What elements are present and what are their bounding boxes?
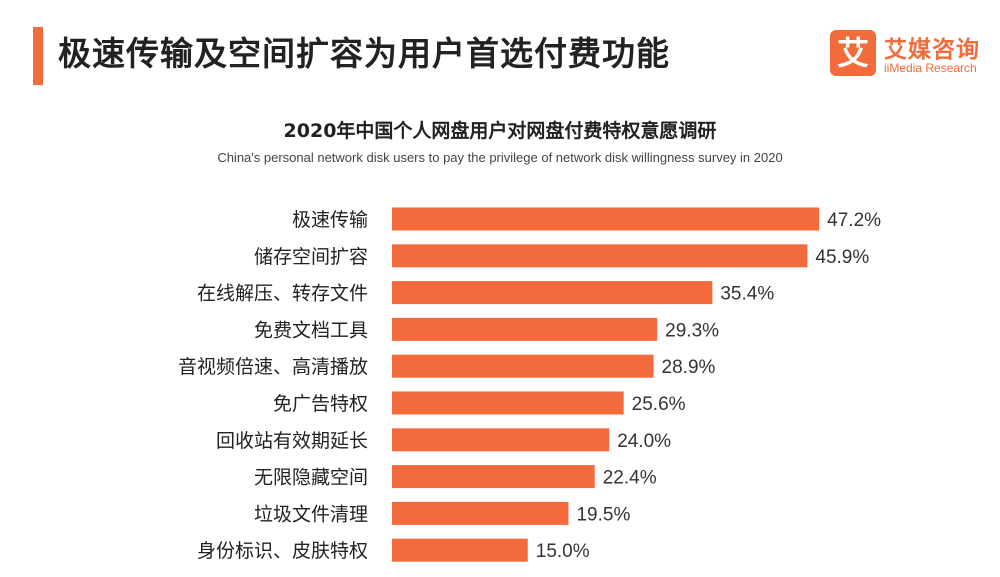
category-label: 回收站有效期延长 [216, 430, 368, 452]
bar [392, 428, 610, 452]
page-title: 极速传输及空间扩容为用户首选付费功能 [58, 34, 670, 73]
bar [392, 354, 654, 378]
category-label: 极速传输 [292, 209, 368, 231]
category-label: 身份标识、皮肤特权 [197, 540, 368, 562]
category-label: 免费文档工具 [254, 319, 368, 341]
value-label: 15.0% [536, 541, 590, 562]
value-label: 29.3% [665, 320, 719, 341]
category-label: 音视频倍速、高清播放 [178, 356, 368, 378]
value-label: 28.9% [662, 357, 716, 378]
logo-mark-icon: 艾 [830, 30, 876, 76]
bar [392, 391, 624, 415]
value-label: 22.4% [603, 468, 657, 489]
chart-subtitle: China's personal network disk users to p… [217, 150, 783, 165]
logo-name-en: iiMedia Research [884, 61, 977, 75]
value-label: 24.0% [617, 431, 671, 452]
bar [392, 281, 713, 305]
value-label: 47.2% [827, 210, 881, 231]
bar [392, 465, 595, 489]
bar [392, 317, 658, 341]
value-label: 25.6% [632, 394, 686, 415]
logo-name-cn: 艾媒咨询 [884, 37, 980, 63]
bar [392, 538, 528, 562]
category-label: 垃圾文件清理 [254, 503, 368, 525]
category-label: 免广告特权 [273, 393, 368, 415]
brand-logo: 艾 艾媒咨询 iiMedia Research [830, 30, 995, 80]
value-label: 19.5% [576, 504, 630, 525]
bar [392, 207, 820, 231]
value-label: 45.9% [815, 247, 869, 268]
value-label: 35.4% [720, 284, 774, 305]
chart-title: 2020年中国个人网盘用户对网盘付费特权意愿调研 [283, 120, 717, 142]
category-label: 无限隐藏空间 [254, 467, 368, 489]
bar [392, 244, 808, 268]
category-label: 储存空间扩容 [254, 246, 368, 268]
bar [392, 501, 569, 525]
category-label: 在线解压、转存文件 [197, 283, 368, 305]
title-accent-bar [33, 27, 43, 85]
